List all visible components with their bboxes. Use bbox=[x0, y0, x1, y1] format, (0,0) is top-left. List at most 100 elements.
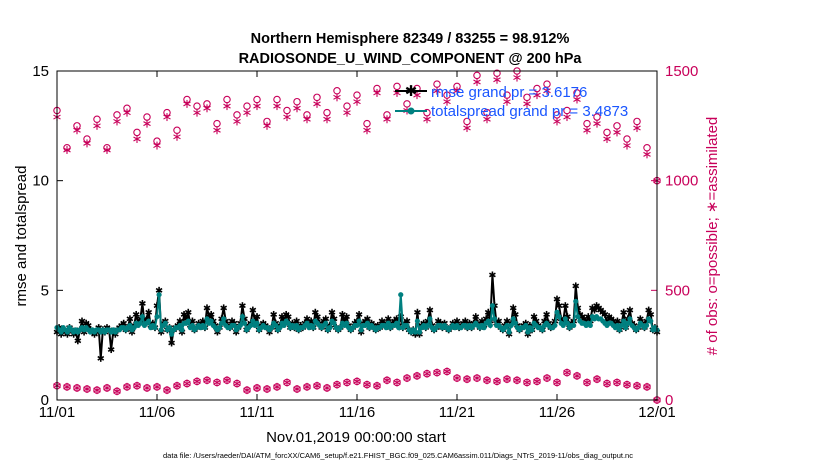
spread-point bbox=[614, 322, 621, 329]
asterisk-stroke bbox=[176, 318, 184, 324]
spread-point bbox=[556, 314, 562, 320]
obs-assimilated-point bbox=[503, 375, 511, 384]
spread-point bbox=[364, 320, 371, 326]
y-axis-label: rmse and totalspread bbox=[13, 166, 30, 307]
asterisk-stroke bbox=[97, 355, 105, 361]
obs-assimilated-point bbox=[453, 374, 461, 383]
asterisk-stroke bbox=[132, 312, 140, 317]
asterisk-stroke bbox=[78, 318, 86, 324]
asterisk-stroke bbox=[223, 377, 231, 383]
spread-point bbox=[168, 331, 175, 337]
asterisk-stroke bbox=[593, 121, 601, 127]
spread-point bbox=[166, 325, 173, 331]
asterisk-stroke bbox=[163, 387, 171, 393]
spread-point bbox=[393, 320, 400, 326]
spread-point bbox=[625, 320, 631, 326]
asterisk-stroke bbox=[473, 79, 481, 85]
x-tick-label: 12/01 bbox=[638, 404, 676, 421]
asterisk-stroke bbox=[614, 318, 621, 324]
asterisk-stroke bbox=[93, 123, 101, 129]
rmse-point bbox=[489, 271, 496, 279]
spread-point bbox=[564, 320, 571, 326]
plot-frame bbox=[56, 70, 658, 401]
spread-point bbox=[356, 318, 362, 324]
asterisk-stroke bbox=[343, 110, 351, 116]
data-file-footer: data file: /Users/raeder/DAI/ATM_forcXX/… bbox=[163, 451, 633, 460]
asterisk-stroke bbox=[553, 379, 561, 385]
asterisk-stroke bbox=[626, 307, 634, 313]
rmse-point bbox=[270, 310, 278, 318]
obs-assimilated-point bbox=[113, 117, 121, 126]
obs-assimilated-point bbox=[433, 86, 441, 95]
rmse-point bbox=[647, 310, 655, 318]
asterisk-stroke bbox=[489, 272, 496, 278]
obs-assimilated-point bbox=[323, 383, 331, 392]
obs-assimilated-point bbox=[293, 104, 301, 113]
obs-assimilated-point bbox=[473, 374, 481, 383]
asterisk-stroke bbox=[311, 309, 319, 315]
rmse-point bbox=[97, 354, 105, 362]
legend-spread-label: totalspread grand pr = 3.4873 bbox=[431, 103, 628, 120]
x-axis-label: Nov.01,2019 00:00:00 start bbox=[266, 429, 447, 446]
asterisk-stroke bbox=[561, 303, 569, 309]
obs-assimilated-point bbox=[333, 380, 341, 389]
asterisk-stroke bbox=[243, 110, 251, 116]
asterisk-stroke bbox=[482, 316, 490, 322]
chart-subtitle: RADIOSONDE_U_WIND_COMPONENT @ 200 hPa bbox=[239, 51, 583, 67]
rmse-point bbox=[253, 313, 261, 321]
asterisk-stroke bbox=[313, 101, 321, 107]
obs-assimilated-point bbox=[543, 374, 551, 383]
obs-assimilated-point bbox=[543, 86, 551, 95]
asterisk-stroke bbox=[513, 377, 521, 383]
asterisk-stroke bbox=[523, 379, 531, 385]
rmse-point bbox=[145, 308, 153, 316]
obs-assimilated-point bbox=[633, 381, 641, 390]
asterisk-stroke bbox=[107, 347, 115, 352]
asterisk-stroke bbox=[453, 318, 461, 324]
asterisk-stroke bbox=[493, 378, 501, 384]
obs-assimilated-point bbox=[143, 383, 151, 392]
asterisk-stroke bbox=[314, 314, 321, 320]
asterisk-stroke bbox=[636, 316, 644, 322]
spread-point bbox=[162, 320, 168, 326]
asterisk-stroke bbox=[183, 101, 191, 107]
obs-assimilated-point bbox=[483, 376, 491, 385]
asterisk-stroke bbox=[413, 373, 421, 379]
obs-assimilated-point bbox=[593, 119, 601, 128]
asterisk-stroke bbox=[203, 105, 211, 111]
spread-point bbox=[412, 329, 418, 335]
asterisk-stroke bbox=[333, 382, 341, 388]
spread-point bbox=[337, 325, 343, 331]
obs-assimilated-point bbox=[233, 379, 241, 388]
asterisk-stroke bbox=[473, 375, 481, 381]
obs-assimilated-point bbox=[363, 126, 371, 135]
x-tick-label: 11/21 bbox=[439, 404, 475, 421]
asterisk-stroke bbox=[313, 383, 321, 389]
asterisk-stroke bbox=[443, 369, 451, 374]
asterisk-stroke bbox=[323, 116, 331, 122]
obs-assimilated-point bbox=[123, 382, 131, 391]
rmse-point bbox=[139, 299, 146, 307]
spread-point bbox=[508, 322, 514, 329]
obs-count-layer bbox=[53, 67, 661, 404]
obs-assimilated-point bbox=[273, 382, 281, 391]
rmse-point bbox=[426, 306, 434, 314]
rmse-point bbox=[543, 310, 550, 318]
obs-assimilated-point bbox=[443, 367, 451, 376]
asterisk-stroke bbox=[273, 384, 281, 390]
asterisk-stroke bbox=[126, 316, 134, 322]
spread-point bbox=[587, 322, 593, 329]
spread-point bbox=[231, 322, 237, 329]
obs-assimilated-point bbox=[523, 99, 531, 108]
asterisk-stroke bbox=[143, 121, 151, 127]
spread-point bbox=[179, 327, 185, 333]
rmse-point bbox=[314, 313, 321, 321]
asterisk-stroke bbox=[383, 377, 391, 383]
asterisk-stroke bbox=[463, 125, 471, 131]
obs-assimilated-point bbox=[253, 383, 261, 392]
spread-point bbox=[427, 316, 433, 322]
spread-point bbox=[146, 318, 152, 324]
asterisk-stroke bbox=[645, 307, 653, 313]
chart-title: Northern Hemisphere 82349 / 83255 = 98.9… bbox=[251, 31, 570, 47]
obs-assimilated-point bbox=[423, 115, 431, 124]
